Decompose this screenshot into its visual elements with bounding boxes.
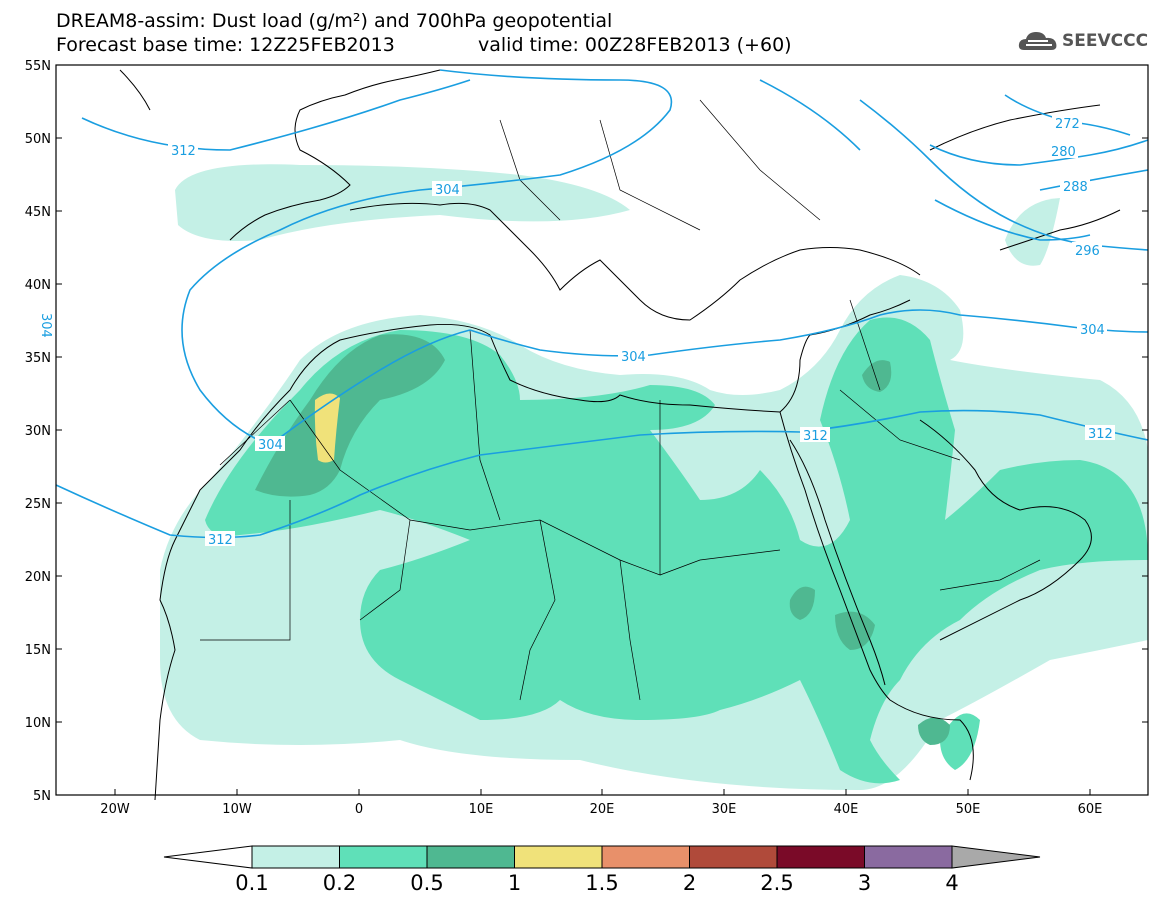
lat-axis [56,64,1148,723]
contour-labels: 312 304 304 304 312 312 272 280 288 296 … [38,115,1115,548]
colorbar-over-arrow [951,845,1041,869]
colorbar-swatch [514,845,603,869]
dust-band-0-5 [255,334,445,497]
lat-label: 20N [25,570,51,585]
dust-band-0-2 [940,713,980,770]
lon-label: 10W [222,802,252,817]
colorbar-swatch [251,845,340,869]
colorbar-tick-label: 2 [683,871,696,895]
lon-axis [114,789,1091,795]
svg-text:312: 312 [803,429,828,444]
svg-text:304: 304 [1080,323,1105,338]
colorbar-tick-label: 0.2 [323,871,356,895]
colorbar-swatch [689,845,778,869]
logo-text: SEEVCCC [1062,31,1149,51]
dust-band-0-5 [918,717,950,745]
colorbar-tick-label: 3 [858,871,871,895]
svg-text:280: 280 [1051,145,1076,160]
colorbar-swatch [601,845,690,869]
dust-band-0-5 [862,360,892,392]
lat-label: 25N [25,497,51,512]
seevccc-logo: SEEVCCC [1018,28,1150,56]
colorbar-swatch [776,845,865,869]
svg-text:296: 296 [1075,244,1100,259]
lon-label: 20E [590,802,615,817]
lat-label: 35N [25,351,51,366]
colorbar-under-arrow [163,845,253,869]
colorbar: 0.1 0.2 0.5 1 1.5 2 2.5 3 4 [163,845,1041,895]
lat-label: 5N [33,789,51,804]
lat-labels: 55N 50N 45N 40N 35N 30N 25N 20N 15N 10N … [25,59,51,804]
map-title: DREAM8-assim: Dust load (g/m²) and 700hP… [56,10,613,32]
valid-time: valid time: 00Z28FEB2013 (+60) [478,34,792,56]
dust-band-0-2 [205,317,1148,784]
svg-text:312: 312 [1088,427,1113,442]
lon-label: 30E [712,802,737,817]
lon-label: 40E [834,802,859,817]
colorbar-swatch [426,845,515,869]
colorbar-tick-label: 2.5 [760,871,793,895]
colorbar-tick-label: 0.1 [235,871,268,895]
svg-text:312: 312 [171,144,196,159]
svg-text:272: 272 [1055,117,1080,132]
lat-label: 30N [25,424,51,439]
lon-label: 20W [100,802,130,817]
lat-label: 10N [25,716,51,731]
dust-band-0-1 [175,164,630,241]
svg-text:288: 288 [1063,180,1088,195]
lon-label: 60E [1078,802,1103,817]
svg-text:304: 304 [38,313,53,338]
forecast-base-time: Forecast base time: 12Z25FEB2013 [56,34,395,56]
lat-label: 45N [25,205,51,220]
cloud-icon [1018,32,1057,50]
lon-label: 50E [956,802,981,817]
colorbar-tick-label: 1 [508,871,521,895]
dust-band-1 [314,393,340,463]
colorbar-swatch [339,845,428,869]
lon-labels: 20W 10W 0 10E 20E 30E 40E 50E 60E [100,802,1102,817]
dust-band-0-5 [789,586,815,620]
dust-shading [160,164,1148,790]
lat-label: 15N [25,643,51,658]
colorbar-tick-label: 0.5 [410,871,443,895]
svg-text:304: 304 [258,438,283,453]
lat-label: 50N [25,132,51,147]
svg-text:304: 304 [621,350,646,365]
colorbar-tick-label: 1.5 [585,871,618,895]
lon-label: 10E [469,802,494,817]
dust-band-0-1 [1005,198,1060,266]
svg-text:312: 312 [208,533,233,548]
colorbar-swatch [864,845,953,869]
lat-label: 55N [25,59,51,74]
coastlines [119,69,1121,801]
colorbar-tick-label: 4 [945,871,958,895]
lat-label: 40N [25,278,51,293]
lon-label: 0 [355,802,363,817]
svg-text:304: 304 [435,183,460,198]
